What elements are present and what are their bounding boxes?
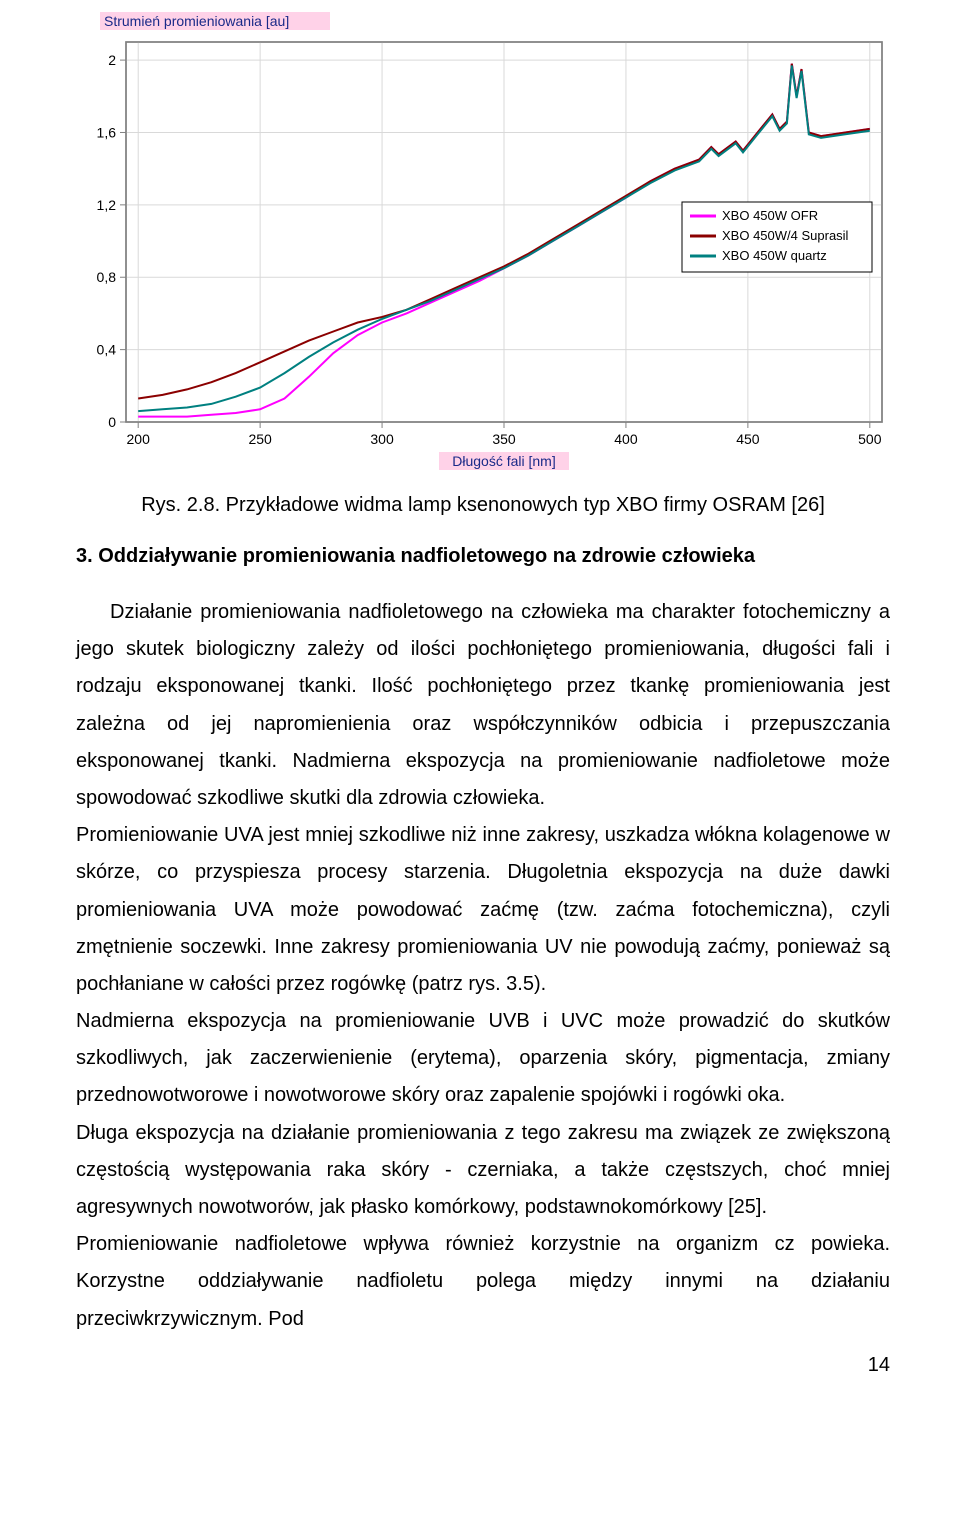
svg-text:1,2: 1,2: [97, 197, 117, 213]
page-number: 14: [76, 1354, 890, 1377]
svg-text:0,4: 0,4: [97, 342, 117, 358]
body-paragraph-1: Działanie promieniowania nadfioletowego …: [76, 594, 890, 817]
svg-text:0: 0: [108, 414, 116, 430]
body-paragraph-4: Długa ekspozycja na działanie promieniow…: [76, 1115, 890, 1227]
svg-text:Strumień promieniowania [au]: Strumień promieniowania [au]: [104, 13, 289, 29]
body-paragraph-5: Promieniowanie nadfioletowe wpływa równi…: [76, 1226, 890, 1338]
body-paragraph-3: Nadmierna ekspozycja na promieniowanie U…: [76, 1003, 890, 1115]
svg-text:XBO 450W/4 Suprasil: XBO 450W/4 Suprasil: [722, 228, 849, 243]
svg-text:0,8: 0,8: [97, 269, 117, 285]
svg-text:Długość fali [nm]: Długość fali [nm]: [452, 453, 555, 469]
svg-text:350: 350: [492, 431, 516, 447]
figure-caption: Rys. 2.8. Przykładowe widma lamp ksenono…: [76, 494, 890, 517]
body-paragraph-2: Promieniowanie UVA jest mniej szkodliwe …: [76, 817, 890, 1003]
p1-text: Działanie promieniowania nadfioletowego …: [76, 601, 890, 809]
svg-text:XBO 450W OFR: XBO 450W OFR: [722, 208, 818, 223]
svg-text:200: 200: [127, 431, 151, 447]
spectrum-chart: Strumień promieniowania [au] 200 250 300 350…: [76, 12, 890, 472]
svg-text:XBO 450W quartz: XBO 450W quartz: [722, 248, 827, 263]
svg-text:450: 450: [736, 431, 760, 447]
svg-text:300: 300: [370, 431, 394, 447]
section-heading: 3. Oddziaływanie promieniowania nadfiole…: [76, 545, 890, 568]
svg-text:500: 500: [858, 431, 882, 447]
svg-text:400: 400: [614, 431, 638, 447]
svg-text:250: 250: [248, 431, 272, 447]
svg-text:1,6: 1,6: [97, 124, 117, 140]
svg-text:2: 2: [108, 52, 116, 68]
